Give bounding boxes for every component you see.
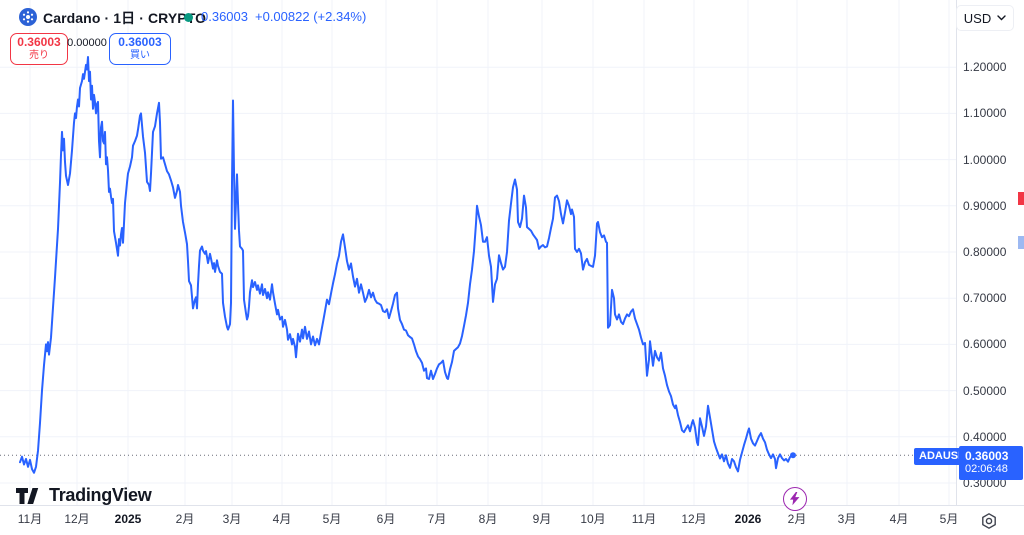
- time-tick-label: 9月: [532, 512, 552, 526]
- lightning-bolt-icon: [789, 492, 800, 506]
- time-tick-label: 11月: [17, 512, 43, 526]
- chevron-down-icon: [997, 15, 1006, 21]
- time-tick-label: 5月: [322, 512, 342, 526]
- last-point-dot: [790, 452, 796, 459]
- time-tick-label: 2月: [175, 512, 195, 526]
- price-tick-label: 0.60000: [963, 337, 1007, 352]
- price-tick-label: 0.50000: [963, 383, 1007, 398]
- time-tick-label: 2026: [734, 512, 762, 526]
- time-tick-label: 5月: [939, 512, 959, 526]
- price-tick-label: 0.70000: [963, 291, 1007, 306]
- price-axis[interactable]: 1.20000 1.10000 1.00000 0.90000 0.80000 0.700…: [957, 0, 1024, 505]
- time-tick-label: 3月: [837, 512, 857, 526]
- price-tick-label: 1.20000: [963, 60, 1007, 75]
- buy-price: 0.36003: [118, 35, 162, 50]
- time-tick-label: 2月: [787, 512, 807, 526]
- time-tick-label: 6月: [376, 512, 396, 526]
- price-tick-label: 0.90000: [963, 198, 1007, 213]
- current-price-tag: 0.36003 02:06:48: [959, 446, 1023, 480]
- buy-label: 買い: [130, 50, 150, 62]
- current-price-value: 0.36003: [965, 449, 1009, 463]
- tradingview-mark-icon: [16, 487, 39, 504]
- price-tick-label: 1.10000: [963, 106, 1007, 121]
- time-tick-label: 3月: [222, 512, 242, 526]
- time-tick-label: 12月: [681, 512, 707, 526]
- scale-marker-blue: [1018, 236, 1024, 249]
- price-line-series: [19, 56, 794, 474]
- time-axis[interactable]: 11月 12月 2025 2月 3月 4月 5月 6月 7月 8月 9月 10月 11月 12月 2026 2…: [0, 506, 959, 535]
- price-readout: 0.36003 +0.00822 (+2.34%): [201, 9, 366, 24]
- bar-countdown: 02:06:48: [965, 463, 1008, 476]
- time-tick-label: 7月: [427, 512, 447, 526]
- currency-dropdown[interactable]: USD: [956, 5, 1014, 31]
- symbol-title[interactable]: Cardano · 1日 · CRYPTO: [43, 10, 207, 26]
- price-tick-label: 0.80000: [963, 245, 1007, 259]
- last-price: 0.36003: [201, 9, 248, 24]
- tradingview-logo[interactable]: TradingView: [16, 485, 152, 506]
- chart-header: Cardano · 1日 · CRYPTO 0.36003 +0.00822 (…: [0, 0, 1024, 32]
- price-tick-label: 1.00000: [963, 152, 1007, 167]
- currency-value: USD: [963, 10, 992, 26]
- sell-button[interactable]: 0.36003 売り: [10, 33, 68, 65]
- scale-marker-red: [1018, 192, 1024, 205]
- price-axis-border: [956, 0, 957, 505]
- market-status-icon[interactable]: [184, 13, 193, 22]
- symbol-price-flag: ADAUSD: [914, 448, 972, 465]
- axis-settings-icon[interactable]: [980, 512, 998, 530]
- time-tick-label: 4月: [272, 512, 292, 526]
- price-tick-label: 0.40000: [963, 429, 1007, 444]
- time-tick-label: 12月: [64, 512, 90, 526]
- cardano-logo-icon[interactable]: [19, 8, 37, 26]
- price-change: +0.00822 (+2.34%): [255, 9, 367, 24]
- buy-button[interactable]: 0.36003 買い: [109, 33, 171, 65]
- tradingview-logo-text: TradingView: [49, 485, 152, 505]
- sell-price: 0.36003: [17, 35, 61, 50]
- sell-label: 売り: [29, 50, 49, 62]
- time-tick-label: 4月: [889, 512, 909, 526]
- alert-lightning-button[interactable]: [783, 487, 807, 511]
- time-tick-label: 2025: [114, 512, 142, 526]
- time-tick-label: 8月: [478, 512, 498, 526]
- spread-value: 0.00000: [67, 37, 107, 49]
- time-tick-label: 10月: [580, 512, 606, 526]
- time-axis-border: [0, 505, 1024, 506]
- time-tick-label: 11月: [631, 512, 657, 526]
